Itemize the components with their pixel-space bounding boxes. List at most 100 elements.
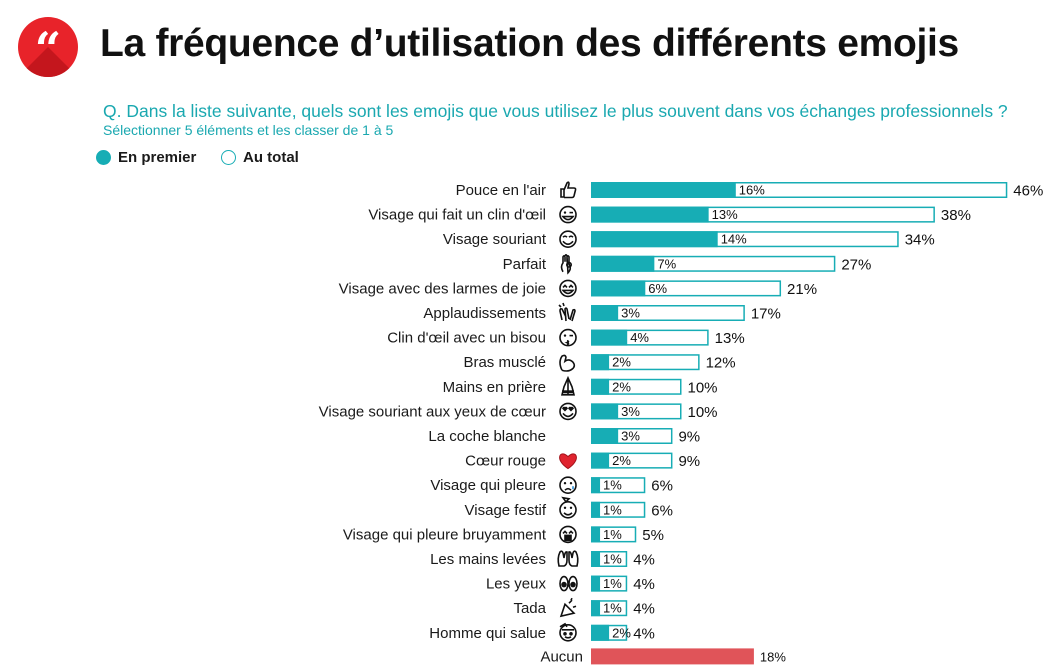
crying-face-icon bbox=[559, 476, 577, 495]
first-value-label: 3% bbox=[621, 306, 640, 321]
first-value-label: 1% bbox=[603, 478, 622, 493]
category-label: Applaudissements bbox=[423, 305, 546, 322]
loudly-crying-icon bbox=[559, 525, 577, 544]
first-value-label: 16% bbox=[739, 183, 765, 198]
category-label: Homme qui salue bbox=[429, 625, 546, 642]
first-bar bbox=[591, 403, 619, 420]
first-bar bbox=[591, 452, 610, 469]
first-bar bbox=[591, 231, 718, 248]
total-value-label: 10% bbox=[688, 379, 718, 396]
folded-hands-icon bbox=[560, 375, 576, 396]
total-value-label: 46% bbox=[1013, 183, 1043, 200]
total-value-label: 21% bbox=[787, 281, 817, 298]
eyes-icon bbox=[559, 575, 578, 592]
first-bar bbox=[591, 501, 601, 518]
aucun-value-label: 18% bbox=[760, 649, 786, 664]
survey-question: Q. Dans la liste suivante, quels sont le… bbox=[103, 101, 1008, 121]
total-value-label: 34% bbox=[905, 232, 935, 249]
first-value-label: 1% bbox=[603, 576, 622, 591]
survey-instruction: Sélectionner 5 éléments et les classer d… bbox=[103, 122, 394, 138]
total-value-label: 13% bbox=[715, 330, 745, 347]
first-bar bbox=[591, 624, 610, 641]
category-label: Visage souriant aux yeux de cœur bbox=[319, 403, 546, 420]
quote-icon: “ bbox=[34, 22, 62, 76]
category-label: Visage avec des larmes de joie bbox=[339, 280, 546, 297]
total-value-label: 6% bbox=[651, 502, 673, 519]
total-value-label: 4% bbox=[633, 576, 655, 593]
kissing-wink-icon bbox=[559, 328, 577, 347]
party-face-icon bbox=[559, 496, 577, 519]
aucun-bar bbox=[591, 648, 754, 665]
total-value-label: 5% bbox=[642, 527, 664, 544]
clapping-hands-icon bbox=[558, 302, 576, 322]
total-value-label: 6% bbox=[651, 478, 673, 495]
category-label: La coche blanche bbox=[428, 428, 546, 445]
first-value-label: 1% bbox=[603, 502, 622, 517]
category-label: Les mains levées bbox=[430, 551, 546, 568]
smiling-face-icon bbox=[559, 230, 577, 248]
total-value-label: 12% bbox=[706, 355, 736, 372]
legend-swatch-total bbox=[221, 150, 236, 165]
category-label: Visage festif bbox=[465, 502, 547, 519]
first-value-label: 1% bbox=[603, 552, 622, 567]
first-value-label: 2% bbox=[612, 355, 631, 370]
thumbs-up-icon bbox=[560, 181, 577, 199]
category-label: Visage souriant bbox=[443, 231, 547, 248]
first-bar bbox=[591, 182, 736, 198]
first-value-label: 1% bbox=[603, 527, 622, 542]
ok-hand-icon bbox=[560, 254, 572, 275]
red-heart-icon bbox=[559, 453, 577, 470]
total-value-label: 27% bbox=[841, 256, 871, 273]
total-value-label: 4% bbox=[633, 625, 655, 642]
total-value-label: 9% bbox=[678, 453, 700, 470]
raised-hands-icon bbox=[557, 550, 579, 567]
first-value-label: 2% bbox=[612, 625, 631, 640]
first-bar bbox=[591, 354, 610, 371]
legend-swatch-first bbox=[96, 150, 111, 165]
first-bar bbox=[591, 477, 601, 494]
category-label: Parfait bbox=[503, 256, 547, 273]
first-bar bbox=[591, 526, 601, 543]
total-value-label: 4% bbox=[633, 552, 655, 569]
category-label: Les yeux bbox=[486, 576, 547, 593]
first-bar bbox=[591, 428, 619, 444]
total-value-label: 10% bbox=[688, 404, 718, 421]
category-label: Bras musclé bbox=[463, 354, 546, 371]
first-value-label: 2% bbox=[612, 453, 631, 468]
quote-logo: “ bbox=[18, 17, 78, 77]
first-value-label: 2% bbox=[612, 379, 631, 394]
first-bar bbox=[591, 575, 601, 592]
category-label: Clin d'œil avec un bisou bbox=[387, 330, 546, 347]
first-value-label: 13% bbox=[712, 207, 738, 222]
party-popper-icon bbox=[559, 597, 577, 618]
first-value-label: 6% bbox=[648, 281, 667, 296]
category-label: Visage qui fait un clin d'œil bbox=[368, 207, 546, 224]
category-label: Mains en prière bbox=[443, 379, 546, 396]
saluting-man-icon bbox=[559, 622, 577, 642]
category-label: Visage qui pleure bbox=[430, 477, 546, 494]
aucun-label: Aucun bbox=[540, 648, 583, 665]
category-label: Cœur rouge bbox=[465, 453, 546, 470]
total-value-label: 4% bbox=[633, 601, 655, 618]
first-value-label: 14% bbox=[721, 232, 747, 247]
category-label: Tada bbox=[513, 600, 546, 617]
first-bar bbox=[591, 551, 601, 567]
first-bar bbox=[591, 255, 655, 272]
heart-eyes-icon bbox=[559, 402, 577, 421]
first-bar bbox=[591, 600, 601, 617]
first-value-label: 4% bbox=[630, 330, 649, 345]
first-value-label: 1% bbox=[603, 601, 622, 616]
category-label: Visage qui pleure bruyamment bbox=[343, 526, 547, 543]
category-label: Pouce en l'air bbox=[456, 182, 546, 199]
page-title: La fréquence d’utilisation des différent… bbox=[100, 22, 959, 65]
legend-label-first: En premier bbox=[118, 149, 197, 166]
tears-of-joy-icon bbox=[559, 279, 577, 298]
first-bar bbox=[591, 206, 709, 223]
first-value-label: 7% bbox=[657, 256, 676, 271]
first-bar bbox=[591, 378, 610, 395]
total-value-label: 9% bbox=[678, 429, 700, 446]
first-bar bbox=[591, 305, 619, 321]
first-bar bbox=[591, 280, 646, 297]
first-value-label: 3% bbox=[621, 404, 640, 419]
